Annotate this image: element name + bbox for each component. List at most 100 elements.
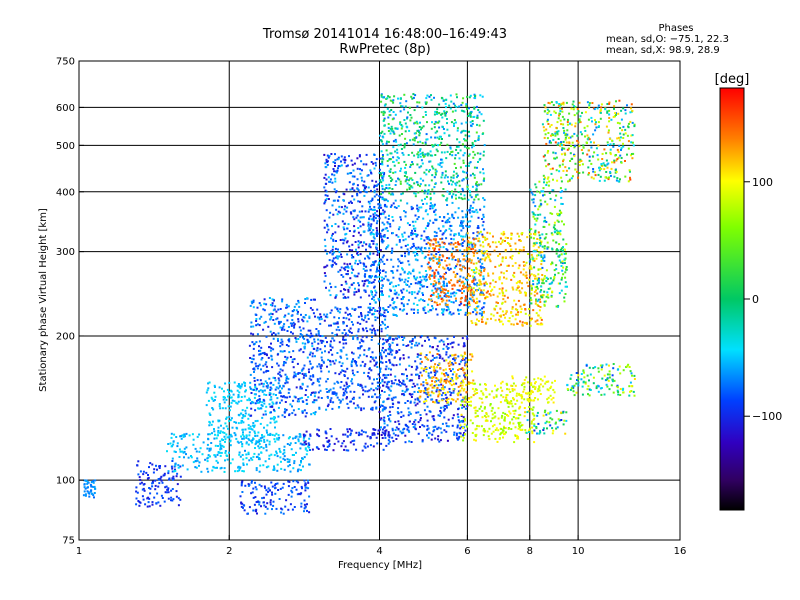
echo-point [465, 276, 468, 279]
echo-point [357, 330, 360, 333]
echo-point [474, 434, 477, 437]
echo-point [414, 282, 417, 285]
echo-point [490, 409, 493, 412]
echo-point [474, 97, 477, 100]
echo-point [358, 396, 361, 399]
echo-point [378, 262, 381, 265]
echo-point [381, 343, 384, 346]
echo-point [419, 248, 422, 251]
echo-point [383, 311, 386, 314]
echo-point [478, 425, 481, 428]
echo-point [419, 358, 422, 360]
echo-point [375, 246, 377, 249]
echo-point [248, 427, 251, 430]
echo-point [428, 432, 431, 435]
echo-point [159, 477, 162, 480]
echo-point [397, 383, 400, 386]
echo-point [174, 469, 177, 472]
echo-point [411, 179, 414, 181]
echo-point [147, 496, 150, 499]
echo-point [416, 218, 419, 221]
echo-point [352, 372, 354, 375]
echo-point [382, 384, 384, 387]
echo-point [240, 421, 243, 424]
echo-point [431, 386, 434, 389]
echo-point [428, 276, 431, 279]
echo-point [244, 382, 247, 385]
echo-point [356, 157, 359, 160]
echo-point [441, 422, 444, 425]
echo-point [422, 275, 424, 278]
echo-point [410, 234, 413, 237]
echo-point [482, 306, 485, 309]
echo-point [344, 237, 347, 240]
echo-point [409, 401, 412, 404]
echo-point [306, 449, 309, 452]
echo-point [337, 310, 340, 313]
echo-point [387, 123, 390, 125]
echo-point [433, 126, 436, 129]
echo-point [315, 399, 318, 402]
echo-point [418, 342, 421, 345]
echo-point [218, 451, 221, 454]
echo-point [357, 282, 360, 285]
echo-point [214, 455, 217, 458]
echo-point [445, 404, 448, 407]
echo-point [442, 384, 444, 387]
echo-point [298, 378, 301, 381]
echo-point [348, 172, 351, 175]
echo-point [518, 264, 521, 267]
echo-point [275, 450, 278, 453]
echo-point [433, 276, 436, 279]
echo-point [463, 358, 466, 361]
echo-point [357, 272, 360, 275]
echo-point [343, 448, 346, 451]
echo-point [338, 205, 341, 208]
echo-point [469, 207, 472, 210]
echo-point [481, 218, 484, 220]
echo-point [438, 400, 441, 403]
echo-point [435, 234, 438, 237]
echo-point [384, 368, 387, 371]
echo-point [411, 393, 414, 396]
echo-point [256, 500, 259, 503]
echo-point [428, 366, 431, 369]
echo-point [177, 504, 180, 507]
echo-point [413, 291, 416, 294]
echo-point [269, 386, 272, 389]
echo-point [281, 350, 284, 353]
echo-point [477, 137, 480, 140]
echo-point [415, 247, 418, 250]
echo-point [346, 265, 349, 268]
echo-point [384, 327, 387, 330]
echo-point [497, 429, 500, 432]
echo-point [248, 397, 251, 400]
echo-point [250, 392, 253, 394]
echo-point [416, 105, 419, 108]
echo-point [258, 443, 261, 445]
echo-point [436, 112, 438, 115]
echo-point [265, 353, 268, 356]
echo-point [135, 490, 138, 493]
echo-point [440, 431, 443, 434]
echo-point [290, 448, 293, 451]
echo-point [427, 358, 430, 361]
echo-point [321, 335, 324, 338]
echo-point [345, 381, 348, 384]
echo-point [350, 159, 353, 162]
echo-point [422, 307, 425, 310]
echo-point [280, 467, 283, 470]
echo-point [434, 208, 437, 211]
echo-point [421, 344, 424, 347]
echo-point [263, 402, 266, 405]
echo-point [390, 281, 393, 284]
echo-point [425, 242, 428, 245]
echo-point [368, 276, 371, 279]
echo-point [437, 278, 440, 281]
echo-point [413, 425, 416, 428]
echo-point [396, 343, 399, 346]
echo-point [464, 311, 467, 314]
echo-point [447, 401, 449, 404]
echo-point [157, 478, 160, 480]
echo-point [477, 183, 480, 186]
